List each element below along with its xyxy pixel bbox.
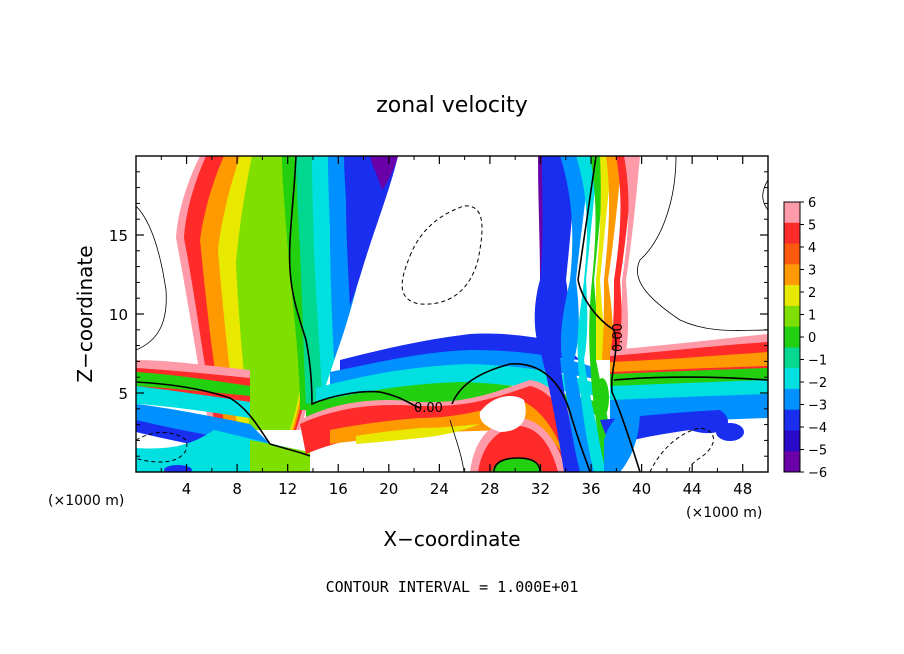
x-tick-label: 36 [581, 480, 600, 498]
y-tick-label: 15 [109, 227, 128, 245]
right-column-red [610, 156, 634, 360]
zero-contour-lower-left [136, 381, 311, 457]
right-bottom-blue-spot [716, 423, 744, 441]
colorbar-swatch [784, 202, 800, 224]
colorbar-tick-label: 2 [808, 286, 816, 301]
x-tick-label: 24 [430, 480, 449, 498]
x-tick-label: 32 [531, 480, 550, 498]
dashed-contour-lower-right [649, 427, 714, 472]
colorbar-tick-label: 3 [808, 264, 816, 279]
thin-contour-left [136, 205, 167, 351]
right-column-cyan [576, 156, 608, 472]
mid-band-blue [340, 333, 580, 380]
colorbar-tick-label: 4 [808, 241, 816, 256]
colorbar-tick-label: −2 [808, 376, 827, 391]
bottom-central-red [478, 426, 558, 472]
right-column-pink [618, 156, 640, 360]
zero-contour-left-plume [288, 156, 421, 409]
contour-label-zero-vertical: 0.00 [611, 323, 626, 352]
colorbar-swatch [784, 368, 800, 390]
right-column-blue [534, 156, 580, 472]
colorbar-tick-label: 6 [808, 196, 816, 211]
x-tick-label: 4 [182, 480, 192, 498]
right-column-yellow [596, 156, 612, 360]
mid-band-cyan [316, 364, 610, 410]
colorbar-tick-label: −1 [808, 354, 827, 369]
lower-left-layer-pink [136, 360, 250, 378]
y-tick-label: 5 [118, 385, 128, 403]
x-tick-label: 28 [480, 480, 499, 498]
colorbar-tick-label: 0 [808, 331, 816, 346]
central-column-blue [344, 156, 398, 306]
colorbar-swatch [784, 243, 800, 265]
x-tick-label: 8 [232, 480, 242, 498]
x-tick-label: 44 [683, 480, 702, 498]
right-band-orange [610, 352, 768, 372]
y-axis-ticks: 5 10 15 [109, 171, 768, 457]
x-tick-label: 48 [733, 480, 752, 498]
colorbar-swatch [784, 305, 800, 328]
zero-contour-middle [451, 363, 591, 472]
zero-contour-right-column [577, 156, 641, 472]
x-tick-label: 16 [329, 480, 348, 498]
x-tick-label: 40 [632, 480, 651, 498]
bottom-central-white [479, 396, 526, 432]
colorbar-swatch [784, 222, 800, 245]
thin-contour-right-upper [637, 156, 768, 331]
colorbar-swatch [784, 451, 800, 473]
colorbar-tick-label: −4 [808, 421, 827, 436]
lower-left-layer-cyan [136, 386, 250, 418]
lower-left-layer-green [136, 372, 250, 396]
right-lower-blue [604, 410, 640, 472]
central-column-purple [370, 156, 398, 190]
zero-contour-right-band [613, 376, 768, 381]
colorbar-tick-label: −5 [808, 444, 827, 459]
colorbar-swatch [784, 326, 800, 348]
x-tick-label: 20 [379, 480, 398, 498]
right-column-orange [602, 156, 622, 360]
dashed-contour-upper-center [401, 205, 483, 305]
colorbar-tick-label: −6 [808, 466, 827, 481]
lower-left-green-patch [250, 440, 310, 472]
zero-contour-bottom-center [493, 457, 541, 472]
contour-lines [136, 156, 768, 472]
right-green-blob [595, 378, 609, 418]
bottom-central-green [492, 458, 542, 472]
colorbar-swatch [784, 409, 800, 431]
colorbar-tick-label: 1 [808, 309, 816, 324]
colorbar-swatch [784, 430, 800, 452]
right-column-lightblue [560, 156, 598, 472]
middle-arch-yellow [356, 424, 480, 444]
colorbar-swatch [784, 264, 800, 286]
contour-label-zero-horizontal: 0.00 [414, 401, 443, 416]
mid-band-lightblue [330, 350, 600, 392]
colorbar-swatch [784, 388, 800, 411]
chart-title: zonal velocity [376, 93, 528, 118]
velocity-field [136, 156, 768, 472]
x-axis-unit-left: (×1000 m) [48, 493, 124, 509]
thin-contour-center-bottom [449, 419, 465, 472]
colorbar: 6 5 4 3 2 1 0 −1 −2 −3 −4 −5 −6 [783, 196, 827, 481]
x-axis-unit-right: (×1000 m) [686, 505, 762, 521]
y-tick-label: 10 [109, 306, 128, 324]
colorbar-swatch [784, 347, 800, 369]
thin-contour-right-edge [762, 179, 768, 211]
colorbar-swatch [784, 285, 800, 307]
x-axis-ticks: 4 8 12 16 20 24 28 32 36 40 44 48 [160, 156, 752, 498]
colorbar-tick-label: 5 [808, 219, 816, 234]
lower-left-layer-blue [136, 404, 270, 444]
contour-interval-note: CONTOUR INTERVAL = 1.000E+01 [326, 578, 579, 596]
y-axis-label: Z−coordinate [73, 245, 97, 382]
x-axis-label: X−coordinate [383, 527, 520, 551]
x-tick-label: 12 [278, 480, 297, 498]
dashed-contour-lower-left [136, 432, 188, 463]
bottom-left-blue-spot [164, 465, 192, 472]
colorbar-tick-label: −3 [808, 399, 827, 414]
